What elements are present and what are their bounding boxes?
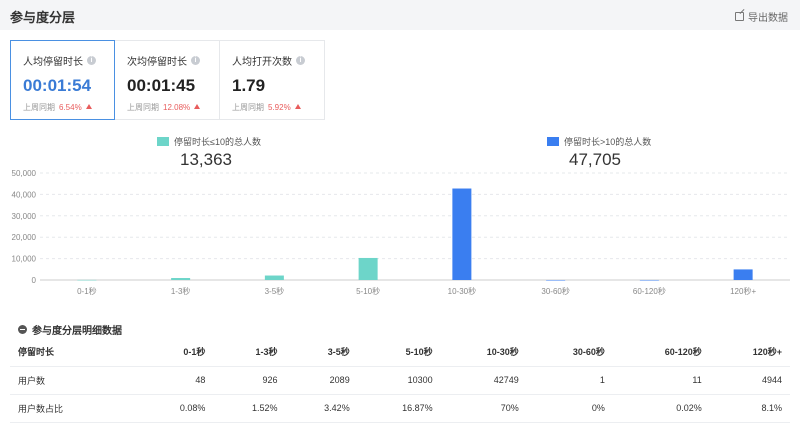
table-cell: 70%: [440, 394, 527, 423]
table-cell: 48: [141, 366, 214, 395]
y-tick-label: 40,000: [12, 190, 37, 199]
bar: [171, 278, 191, 280]
compare-value: 6.54%: [59, 103, 82, 112]
compare-value: 12.08%: [163, 103, 191, 112]
legend-swatch: [547, 137, 559, 146]
x-tick-label: 0-1秒: [77, 286, 97, 296]
table-cell: 0%: [526, 394, 613, 423]
table-header: 60-120秒: [612, 338, 710, 367]
compare-value: 5.92%: [268, 103, 291, 112]
y-tick-label: 10,000: [12, 255, 37, 264]
legend-item-long[interactable]: 停留时长>10的总人数: [547, 135, 651, 148]
table-row: 用户数 48 926 2089 10300 42749 1 11 4944: [10, 366, 790, 395]
bar: [358, 257, 378, 280]
total-long: 47,705: [569, 150, 621, 169]
bar: [639, 279, 659, 281]
metric-label: 人均停留时长: [23, 57, 83, 68]
table-cell: 11: [612, 366, 710, 395]
metric-label: 人均打开次数: [232, 57, 292, 68]
compare-label: 上周同期: [232, 103, 264, 112]
table-header: 30-60秒: [526, 338, 613, 367]
y-tick-label: 20,000: [12, 233, 37, 242]
table-header: 0-1秒: [141, 338, 214, 367]
metric-value: 00:01:54: [23, 76, 92, 95]
table-cell: 4944: [709, 366, 790, 395]
bar: [452, 188, 472, 280]
collapse-icon[interactable]: [18, 325, 27, 334]
page-title: 参与度分层: [10, 10, 76, 25]
table-cell: 926: [213, 366, 286, 395]
table-cell: 1: [526, 366, 613, 395]
legend-swatch: [157, 137, 169, 146]
table-cell: 用户数: [10, 366, 142, 395]
export-label: 导出数据: [748, 13, 788, 24]
x-tick-label: 60-120秒: [633, 286, 666, 296]
export-button[interactable]: 导出数据: [735, 9, 788, 24]
metric-cards: 人均停留时长 i 00:01:54 上周同期 6.54% 次均停留时长 i 00:01…: [10, 40, 325, 120]
table-cell: 用户数占比: [10, 394, 142, 423]
metric-label: 次均停留时长: [127, 57, 187, 68]
legend-item-short[interactable]: 停留时长≤10的总人数: [157, 135, 261, 148]
table-header: 3-5秒: [285, 338, 358, 367]
x-tick-label: 30-60秒: [541, 286, 569, 296]
table-cell: 42749: [440, 366, 527, 395]
table-header: 1-3秒: [213, 338, 286, 367]
x-tick-label: 120秒+: [730, 286, 756, 296]
table-header: 5-10秒: [357, 338, 441, 367]
table-cell: 0.02%: [612, 394, 710, 423]
table-cell: 10300: [357, 366, 441, 395]
metric-card-avg-opens[interactable]: 人均打开次数 i 1.79 上周同期 5.92%: [220, 40, 325, 120]
table-cell: 0.08%: [141, 394, 214, 423]
page-header: 参与度分层 导出数据: [0, 0, 800, 30]
table-cell: 1.52%: [213, 394, 286, 423]
bar-chart: 0 10,000 20,000 30,000 40,000 50,000 0-1秒 1-3秒 3…: [12, 169, 790, 296]
compare-label: 上周同期: [127, 103, 159, 112]
bar: [733, 269, 753, 280]
metric-value: 1.79: [232, 76, 266, 95]
x-tick-label: 1-3秒: [171, 286, 191, 296]
table-header: 停留时长: [10, 338, 142, 367]
export-icon: [735, 12, 744, 21]
x-tick-label: 5-10秒: [356, 286, 380, 296]
table-row: 用户数占比 0.08% 1.52% 3.42% 16.87% 70% 0% 0.…: [10, 394, 790, 423]
metric-card-avg-user-stay[interactable]: 人均停留时长 i 00:01:54 上周同期 6.54%: [10, 40, 115, 120]
bar: [77, 279, 97, 281]
table-cell: 2089: [285, 366, 358, 395]
table-cell: 16.87%: [357, 394, 441, 423]
y-tick-label: 50,000: [12, 169, 37, 178]
info-icon[interactable]: i: [296, 56, 305, 65]
table-cell: 3.42%: [285, 394, 358, 423]
metric-card-avg-session-stay[interactable]: 次均停留时长 i 00:01:45 上周同期 12.08%: [115, 40, 220, 120]
y-tick-label: 0: [32, 276, 37, 285]
bar: [264, 275, 284, 280]
table-header: 10-30秒: [440, 338, 527, 367]
legend-label: 停留时长≤10的总人数: [174, 137, 261, 147]
bar: [546, 279, 566, 281]
section-title-label: 参与度分层明细数据: [32, 326, 122, 337]
x-tick-label: 10-30秒: [448, 286, 476, 296]
arrow-up-icon: [85, 104, 92, 109]
detail-table: 停留时长 0-1秒 1-3秒 3-5秒 5-10秒 10-30秒 30-60秒 …: [10, 338, 790, 423]
table-cell: 8.1%: [709, 394, 790, 423]
arrow-up-icon: [194, 104, 201, 109]
metric-value: 00:01:45: [127, 76, 196, 95]
table-header: 120秒+: [709, 338, 790, 367]
total-short: 13,363: [180, 150, 232, 169]
legend-label: 停留时长>10的总人数: [564, 137, 652, 147]
info-icon[interactable]: i: [87, 56, 96, 65]
detail-section-title[interactable]: 参与度分层明细数据: [18, 322, 122, 337]
table-header-row: 停留时长 0-1秒 1-3秒 3-5秒 5-10秒 10-30秒 30-60秒 …: [10, 338, 790, 367]
compare-label: 上周同期: [23, 103, 55, 112]
x-tick-label: 3-5秒: [265, 286, 285, 296]
y-tick-label: 30,000: [12, 212, 37, 221]
arrow-up-icon: [294, 104, 301, 109]
info-icon[interactable]: i: [191, 56, 200, 65]
